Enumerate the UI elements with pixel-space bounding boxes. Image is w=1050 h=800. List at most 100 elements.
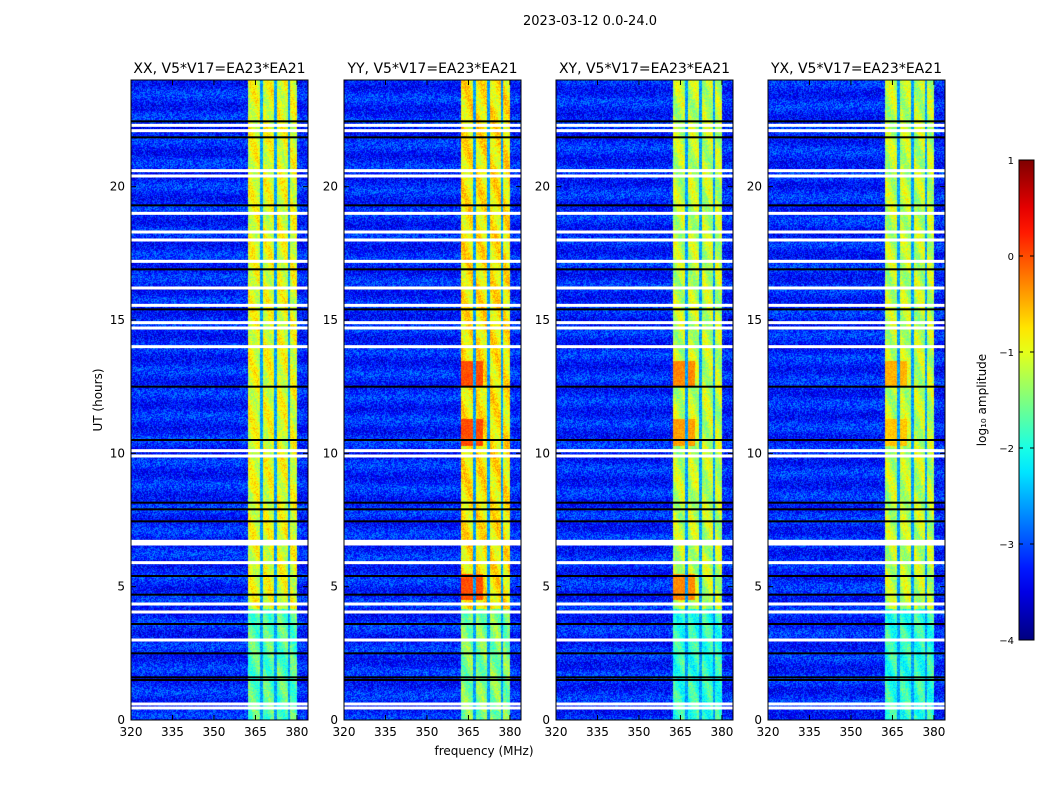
flagged-row-black: [768, 676, 945, 679]
y-tick-label: 0: [754, 713, 762, 727]
flagged-row-white: [131, 638, 308, 642]
flagged-row-black: [556, 593, 733, 596]
y-tick-label: 15: [747, 313, 762, 327]
x-tick-label: 350: [628, 725, 651, 739]
flagged-row-black: [131, 593, 308, 596]
flagged-row-white: [556, 321, 733, 325]
flagged-row-black: [131, 120, 308, 123]
flagged-row-black: [768, 593, 945, 596]
flagged-row-black: [768, 623, 945, 625]
flagged-row-white: [768, 610, 945, 614]
flagged-row-black: [131, 268, 308, 271]
flagged-row-white: [556, 211, 733, 215]
flagged-row-black: [131, 508, 308, 511]
flagged-row-white: [131, 230, 308, 234]
flagged-row-black: [556, 308, 733, 311]
panel-frame: [767, 79, 946, 721]
flagged-row-white: [556, 303, 733, 307]
flagged-row-black: [768, 136, 945, 139]
flagged-row-white: [556, 326, 733, 330]
flagged-row-white: [131, 702, 308, 706]
y-tick-label: 15: [110, 313, 125, 327]
flagged-row-white: [131, 211, 308, 215]
flagged-row-white: [131, 561, 308, 565]
flagged-row-white: [556, 638, 733, 642]
flagged-row-white: [768, 602, 945, 606]
x-tick-label: 365: [244, 725, 267, 739]
flagged-row-black: [344, 676, 521, 679]
x-axis-label: frequency (MHz): [434, 744, 533, 758]
flagged-row-white: [131, 542, 308, 546]
colorbar-tick-label: −4: [999, 636, 1014, 647]
flagged-row-black: [344, 508, 521, 511]
x-tick-label: 350: [416, 725, 439, 739]
flagged-row-black: [131, 385, 308, 388]
flagged-row-black: [344, 439, 521, 441]
flagged-row-white: [344, 321, 521, 325]
flagged-row-white: [131, 174, 308, 178]
flagged-row-white: [344, 230, 521, 234]
flagged-row-black: [131, 623, 308, 625]
flagged-row-black: [344, 385, 521, 388]
flagged-row-white: [131, 123, 308, 127]
x-tick-label: 320: [120, 725, 143, 739]
flagged-row-white: [556, 286, 733, 290]
flagged-row-black: [344, 623, 521, 625]
flagged-row-black: [556, 268, 733, 271]
flagged-row-white: [344, 454, 521, 458]
flagged-row-black: [768, 308, 945, 311]
y-tick-label: 5: [542, 580, 550, 594]
y-tick-label: 15: [535, 313, 550, 327]
flagged-row-white: [556, 610, 733, 614]
y-tick-label: 20: [747, 180, 762, 194]
flagged-row-white: [768, 449, 945, 453]
flagged-row-black: [768, 575, 945, 577]
flagged-row-white: [768, 169, 945, 173]
flagged-row-white: [556, 123, 733, 127]
flagged-row-white: [556, 539, 733, 543]
flagged-row-white: [131, 326, 308, 330]
flagged-row-black: [556, 676, 733, 679]
flagged-row-black: [131, 575, 308, 577]
flagged-row-white: [344, 286, 521, 290]
panel-frame: [130, 79, 309, 721]
flagged-row-white: [344, 129, 521, 133]
flagged-row-black: [344, 204, 521, 207]
flagged-row-white: [768, 702, 945, 706]
flagged-row-white: [131, 706, 308, 710]
flagged-row-white: [556, 345, 733, 349]
flagged-row-white: [131, 259, 308, 263]
flagged-row-black: [556, 679, 733, 681]
flagged-row-white: [344, 702, 521, 706]
flagged-row-black: [131, 136, 308, 139]
y-tick-label: 10: [535, 446, 550, 460]
flagged-row-black: [556, 501, 733, 504]
flagged-row-black: [768, 439, 945, 441]
colorbar-tick-label: −1: [999, 348, 1014, 359]
flagged-row-white: [131, 286, 308, 290]
colorbar-tick-label: −3: [999, 540, 1014, 551]
flagged-row-white: [768, 638, 945, 642]
flagged-row-black: [131, 520, 308, 523]
colorbar-tick-label: −2: [999, 444, 1014, 455]
flagged-row-white: [768, 561, 945, 565]
flagged-row-black: [131, 676, 308, 679]
flagged-row-black: [556, 136, 733, 139]
flagged-row-white: [556, 702, 733, 706]
x-tick-label: 365: [669, 725, 692, 739]
flagged-row-white: [131, 602, 308, 606]
flagged-row-white: [556, 129, 733, 133]
panel-title: XX, V5*V17=EA23*EA21: [133, 61, 305, 77]
figure-suptitle: 2023-03-12 0.0-24.0: [523, 14, 657, 29]
flagged-row-white: [131, 610, 308, 614]
flagged-row-black: [768, 120, 945, 123]
flagged-row-black: [344, 679, 521, 681]
y-tick-label: 20: [535, 180, 550, 194]
flagged-row-black: [556, 204, 733, 207]
flagged-row-black: [768, 679, 945, 681]
y-tick-label: 10: [323, 446, 338, 460]
flagged-row-white: [344, 706, 521, 710]
flagged-row-white: [344, 123, 521, 127]
flagged-row-white: [344, 449, 521, 453]
flagged-row-white: [768, 303, 945, 307]
